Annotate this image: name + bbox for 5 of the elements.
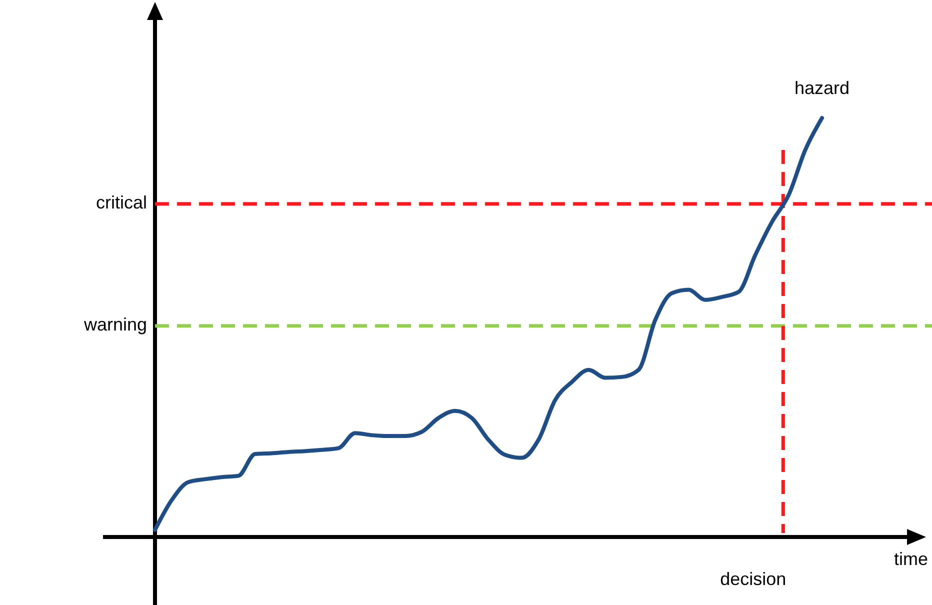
x-axis-title: time (894, 549, 928, 569)
text: decision (720, 569, 786, 589)
text: hazard (794, 78, 850, 98)
ref-line-label: critical (96, 192, 147, 213)
ref-line-label: warning (82, 314, 147, 335)
